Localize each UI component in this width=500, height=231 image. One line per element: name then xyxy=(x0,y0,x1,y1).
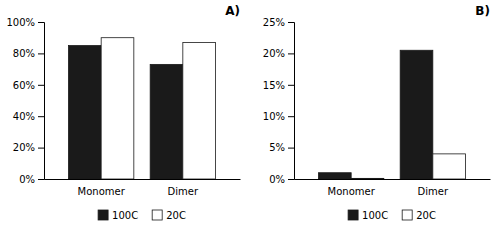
y-tick: 5% xyxy=(269,142,294,153)
y-tick: 15% xyxy=(263,80,294,91)
legend: 100C 20C xyxy=(98,210,186,221)
legend-swatch xyxy=(348,210,358,220)
y-tick-label: 100% xyxy=(6,17,35,28)
y-tick: 10% xyxy=(263,111,294,122)
legend-item: 20C xyxy=(152,210,186,221)
y-tick: 20% xyxy=(263,48,294,59)
x-axis-line xyxy=(45,179,241,180)
y-tick-label: 10% xyxy=(263,111,285,122)
legend: 100C 20C xyxy=(348,210,436,221)
y-tick-label: 0% xyxy=(269,174,285,185)
legend-item: 100C xyxy=(98,210,138,221)
y-tick-line xyxy=(288,116,294,117)
y-tick-line xyxy=(38,116,44,117)
panel: 0% 5% 10% 15% 20% 25% Monomer Dimer B) 100C 20C xyxy=(263,4,491,221)
x-tick: Monomer xyxy=(328,186,376,197)
y-tick-label: 80% xyxy=(13,48,35,59)
plot-area xyxy=(319,50,466,179)
legend-label: 100C xyxy=(112,210,138,221)
legend-swatch xyxy=(98,210,108,220)
legend-label: 20C xyxy=(416,210,436,221)
legend-item: 100C xyxy=(348,210,388,221)
y-tick-label: 25% xyxy=(263,17,285,28)
x-tick-label: Monomer xyxy=(78,186,126,197)
bar xyxy=(150,64,183,179)
y-tick-line xyxy=(288,148,294,149)
y-tick-label: 5% xyxy=(269,142,285,153)
y-tick-line xyxy=(288,53,294,54)
y-tick-label: 40% xyxy=(13,111,35,122)
legend-label: 20C xyxy=(166,210,186,221)
y-tick: 20% xyxy=(13,142,44,153)
y-tick: 40% xyxy=(13,111,44,122)
y-tick-line xyxy=(38,179,44,180)
x-tick: Monomer xyxy=(78,186,126,197)
y-tick-label: 20% xyxy=(263,48,285,59)
chart-canvas: 0%20%40%60%80%100%MonomerDimerA)100C20C0… xyxy=(0,0,500,231)
y-tick: 60% xyxy=(13,80,44,91)
y-tick-line xyxy=(288,22,294,23)
plot-area xyxy=(69,38,216,179)
x-tick-label: Dimer xyxy=(418,186,449,197)
y-axis-line xyxy=(288,23,295,180)
legend-swatch xyxy=(152,210,162,220)
y-tick-line xyxy=(38,85,44,86)
y-axis-line xyxy=(38,23,45,180)
y-tick-line xyxy=(38,22,44,23)
x-tick-label: Monomer xyxy=(328,186,376,197)
panel: 0% 20% 40% 60% 80% 100% Monomer Dimer A) 100C 20C xyxy=(6,4,240,221)
x-axis-line xyxy=(295,179,491,180)
x-tick: Dimer xyxy=(168,186,199,197)
y-tick-label: 0% xyxy=(19,174,35,185)
y-tick-label: 20% xyxy=(13,142,35,153)
y-axis: 0% 5% 10% 15% 20% 25% xyxy=(263,17,295,185)
y-tick: 25% xyxy=(263,17,294,28)
bar xyxy=(101,38,134,179)
bar xyxy=(351,178,384,179)
y-tick: 80% xyxy=(13,48,44,59)
legend-swatch xyxy=(402,210,412,220)
bar xyxy=(433,154,466,179)
legend-label: 100C xyxy=(362,210,388,221)
legend-item: 20C xyxy=(402,210,436,221)
x-axis: Monomer Dimer xyxy=(45,180,241,198)
y-tick-line xyxy=(288,85,294,86)
title: B) xyxy=(475,4,490,18)
y-tick-label: 15% xyxy=(263,80,285,91)
x-tick: Dimer xyxy=(418,186,449,197)
bar xyxy=(183,42,216,179)
y-tick-line xyxy=(288,179,294,180)
bar xyxy=(69,46,102,179)
y-tick: 0% xyxy=(269,174,294,185)
y-tick-line xyxy=(38,53,44,54)
y-tick-label: 60% xyxy=(13,80,35,91)
y-tick-line xyxy=(38,148,44,149)
y-tick: 100% xyxy=(6,17,44,28)
bar xyxy=(319,173,352,179)
y-tick: 0% xyxy=(19,174,44,185)
bar xyxy=(400,50,433,179)
x-tick-label: Dimer xyxy=(168,186,199,197)
y-axis: 0% 20% 40% 60% 80% 100% xyxy=(6,17,44,185)
title: A) xyxy=(225,4,240,18)
x-axis: Monomer Dimer xyxy=(295,180,491,198)
